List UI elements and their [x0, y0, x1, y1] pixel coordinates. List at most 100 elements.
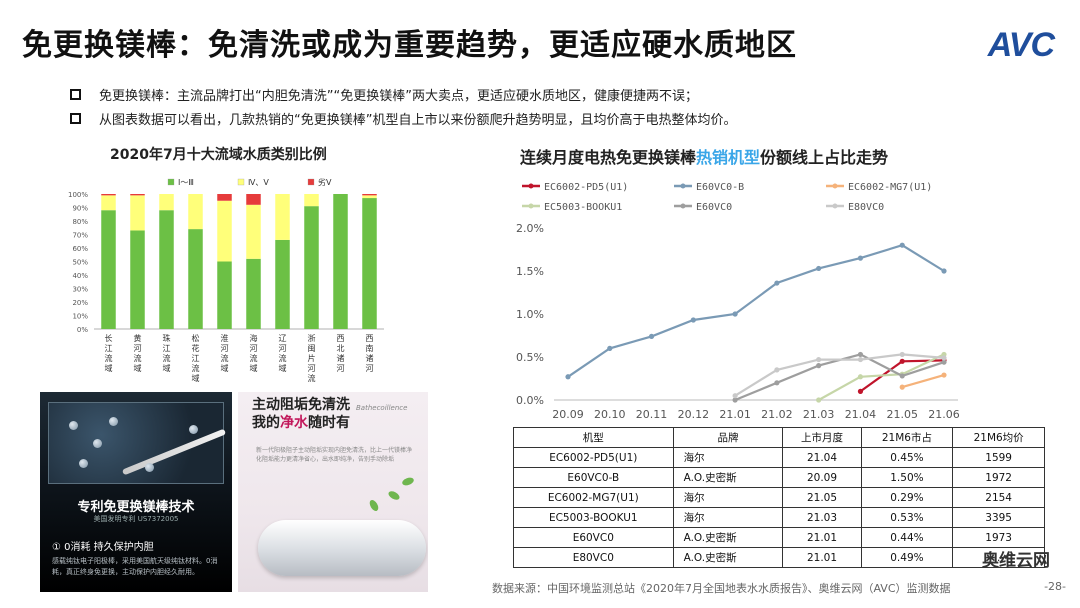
- x-tick-label: 珠江流域: [163, 333, 171, 373]
- data-point: [941, 268, 947, 274]
- table-cell: 海尔: [672, 447, 784, 468]
- series-line: [818, 353, 945, 401]
- table-header-cell: 品牌: [672, 427, 784, 448]
- leaf-icon: [401, 476, 415, 487]
- table-cell: 1972: [952, 467, 1045, 488]
- table-header-cell: 21M6均价: [952, 427, 1045, 448]
- table-cell: A.O.史密斯: [672, 527, 784, 548]
- bar-segment: [188, 229, 203, 329]
- bubble-graphic: [109, 417, 118, 426]
- data-point: [899, 358, 905, 364]
- data-point: [774, 367, 780, 373]
- legend-marker: [832, 203, 838, 209]
- water-heater-image: [258, 520, 426, 576]
- table-cell: 1.50%: [860, 467, 954, 488]
- data-point: [857, 351, 864, 358]
- legend-label: Ⅳ、Ⅴ: [248, 178, 269, 187]
- table-cell: 0.45%: [860, 447, 954, 468]
- bullet-item: 免更换镁棒：主流品牌打出“内胆免清洗”“免更换镁棒”两大卖点，更适应硬水质地区，…: [70, 82, 1030, 106]
- page-title: 免更换镁棒：免清洗或成为重要趋势，更适应硬水质地区: [22, 28, 797, 63]
- water-tank-image: [48, 402, 227, 484]
- bar-segment: [304, 194, 319, 207]
- anode-rod-graphic: [121, 428, 227, 476]
- data-point: [899, 373, 905, 379]
- y-tick-label: 70%: [72, 232, 88, 240]
- table-header-cell: 机型: [513, 427, 674, 448]
- table-cell: 21.03: [782, 507, 862, 528]
- table-cell: 21.01: [782, 547, 862, 568]
- table-cell: 3395: [952, 507, 1045, 528]
- y-tick-label: 80%: [72, 218, 88, 226]
- table-header-row: 机型 品牌 上市月度 21M6市占 21M6均价: [513, 427, 1045, 448]
- legend-marker: [832, 183, 838, 189]
- image-subtitle: 美国发明专利 US7372005: [93, 515, 179, 523]
- bar-segment: [101, 195, 116, 211]
- legend-label: E60VC0-B: [696, 182, 744, 193]
- x-tick-label: 20.10: [594, 408, 626, 421]
- x-tick-label: 21.01: [719, 408, 751, 421]
- bar-segment: [304, 206, 319, 329]
- line-chart-title-prefix: 连续月度电热免更换镁棒: [520, 148, 697, 167]
- bar-segment: [217, 200, 232, 262]
- x-tick-label: 21.04: [845, 408, 877, 421]
- data-point: [857, 374, 864, 380]
- table-cell: 2154: [952, 487, 1045, 508]
- bubble-graphic: [79, 459, 88, 468]
- bar-segment: [101, 194, 116, 196]
- bar-segment: [333, 194, 348, 329]
- table-header-cell: 上市月度: [782, 427, 862, 448]
- table-cell: 21.04: [782, 447, 862, 468]
- bar-segment: [217, 194, 232, 201]
- table-header-cell: 21M6市占: [860, 427, 954, 448]
- bubble-graphic: [189, 425, 198, 434]
- product-image-scale-free: 主动阻垢免清洗 我的净水随时有 Bathecoillence 新一代阳极阻子主动…: [238, 392, 428, 592]
- table-cell: E60VC0: [513, 527, 674, 548]
- image-feature-point: ① 0消耗 持久保护内胆: [52, 542, 154, 553]
- data-point: [941, 359, 947, 365]
- table-row: E60VC0-B A.O.史密斯 20.09 1.50% 1972: [513, 467, 1045, 488]
- image-headline-line2-post: 随时有: [308, 415, 350, 431]
- data-point: [816, 363, 822, 369]
- page-number: -28-: [1044, 580, 1066, 593]
- y-tick-label: 10%: [72, 313, 88, 321]
- y-tick-label: 40%: [72, 272, 88, 280]
- bar-segment: [130, 194, 145, 196]
- hot-models-table: 机型 品牌 上市月度 21M6市占 21M6均价 EC6002-PD5(U1) …: [513, 427, 1045, 568]
- bar-segment: [275, 239, 290, 329]
- data-point: [774, 380, 780, 386]
- table-cell: EC6002-PD5(U1): [513, 447, 674, 468]
- table-row: E80VC0 A.O.史密斯 21.01 0.49% ...: [513, 547, 1045, 568]
- table-cell: 1599: [952, 447, 1045, 468]
- bar-segment: [246, 194, 261, 205]
- data-point: [816, 265, 822, 272]
- table-cell: 20.09: [782, 467, 862, 488]
- data-point: [816, 356, 822, 363]
- legend-swatch: [307, 178, 315, 186]
- series-line: [901, 374, 945, 389]
- table-row: EC5003-BOOKU1 海尔 21.03 0.53% 3395: [513, 507, 1045, 528]
- watermark: 奥维云网: [982, 551, 1050, 571]
- table-cell: 海尔: [672, 487, 784, 508]
- legend-marker: [528, 203, 534, 209]
- y-tick-label: 50%: [72, 259, 88, 267]
- y-tick-label: 0.0%: [516, 394, 544, 407]
- x-tick-label: 淮河流域: [221, 333, 229, 373]
- data-point: [648, 333, 655, 339]
- data-point: [857, 356, 864, 363]
- product-image-magnesium-rod: 专利免更换镁棒技术 美国发明专利 US7372005 ① 0消耗 持久保护内胆 …: [40, 392, 232, 592]
- line-chart-title: 连续月度电热免更换镁棒热销机型份额线上占比走势: [520, 144, 888, 168]
- y-tick-label: 0.5%: [516, 351, 544, 364]
- line-chart-title-suffix: 份额线上占比走势: [760, 148, 889, 167]
- leaf-icon: [367, 498, 381, 513]
- y-tick-label: 1.5%: [516, 265, 544, 278]
- data-source-note: 数据来源：中国环境监测总站《2020年7月全国地表水水质报告》、奥维云网（AVC…: [492, 582, 951, 595]
- table-cell: EC6002-MG7(U1): [513, 487, 674, 508]
- bubble-graphic: [69, 421, 78, 430]
- legend-label: EC6002-MG7(U1): [848, 182, 932, 193]
- legend-marker: [680, 203, 686, 209]
- x-tick-label: 西北诸河: [337, 334, 345, 373]
- x-tick-label: 黄河流域: [134, 333, 142, 373]
- bar-segment: [188, 194, 203, 230]
- bullet-list: 免更换镁棒：主流品牌打出“内胆免清洗”“免更换镁棒”两大卖点，更适应硬水质地区，…: [70, 82, 1030, 130]
- table-cell: A.O.史密斯: [672, 467, 784, 488]
